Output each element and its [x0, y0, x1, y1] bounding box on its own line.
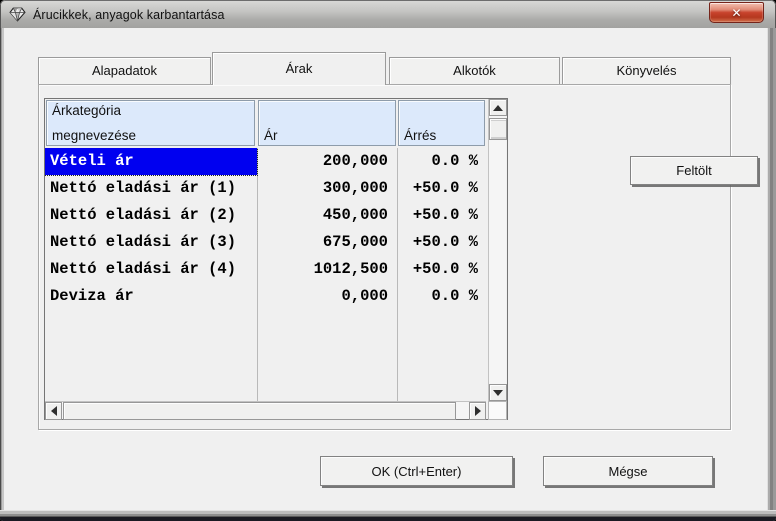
margin-cell[interactable]: 0.0 % — [431, 287, 478, 305]
grid-body: Vételi ár 200,000 0.0 % Nettó eladási ár… — [45, 148, 486, 401]
price-category-cell[interactable]: Nettó eladási ár (2) — [50, 206, 237, 224]
arrow-left-icon — [50, 406, 57, 416]
arrow-down-icon — [493, 389, 503, 396]
scroll-up-button[interactable] — [489, 99, 507, 116]
scroll-left-button[interactable] — [45, 402, 62, 420]
price-cell[interactable]: 200,000 — [322, 152, 388, 170]
table-row[interactable]: Nettó eladási ár (3) 675,000 +50.0 % — [45, 229, 486, 256]
price-category-cell[interactable]: Vételi ár — [45, 148, 258, 176]
price-cell[interactable]: 0,000 — [341, 287, 388, 305]
price-cell[interactable]: 450,000 — [322, 206, 388, 224]
scroll-down-button[interactable] — [489, 384, 507, 401]
price-category-cell[interactable]: Deviza ár — [50, 287, 134, 305]
close-icon: ✕ — [731, 5, 742, 20]
vertical-scrollbar-thumb[interactable] — [489, 118, 507, 140]
column-header-category-line2: megnevezése — [52, 128, 137, 143]
column-header-margin[interactable]: Árrés — [398, 100, 485, 146]
column-separator — [397, 148, 398, 401]
column-header-margin-label: Árrés — [404, 128, 437, 143]
tab-alapadatok[interactable]: Alapadatok — [38, 57, 211, 84]
tab-konyveles[interactable]: Könyvelés — [562, 57, 731, 84]
column-separator — [257, 148, 258, 401]
titlebar[interactable]: Árucikkek, anyagok karbantartása ✕ — [0, 0, 776, 28]
tab-panel-arak: Árkategória megnevezése Ár Árrés Vételi … — [38, 84, 758, 430]
margin-cell[interactable]: +50.0 % — [412, 179, 478, 197]
column-header-price[interactable]: Ár — [258, 100, 396, 146]
window-frame-bottom — [0, 510, 776, 521]
price-category-cell[interactable]: Nettó eladási ár (4) — [50, 260, 237, 278]
table-row[interactable]: Nettó eladási ár (4) 1012,500 +50.0 % — [45, 256, 486, 283]
price-cell[interactable]: 1012,500 — [313, 260, 388, 278]
price-grid: Árkategória megnevezése Ár Árrés Vételi … — [44, 98, 508, 420]
table-row[interactable]: Nettó eladási ár (1) 300,000 +50.0 % — [45, 175, 486, 202]
price-category-cell[interactable]: Nettó eladási ár (3) — [50, 233, 237, 251]
price-cell[interactable]: 300,000 — [322, 179, 388, 197]
scrollbar-corner — [488, 401, 507, 420]
window-frame-right — [767, 28, 776, 521]
arrow-right-icon — [474, 406, 481, 416]
ok-button[interactable]: OK (Ctrl+Enter) — [320, 456, 513, 486]
horizontal-scrollbar[interactable] — [45, 401, 486, 420]
table-row[interactable]: Vételi ár 200,000 0.0 % — [45, 148, 486, 176]
margin-cell[interactable]: +50.0 % — [412, 260, 478, 278]
feltolt-button[interactable]: Feltölt — [630, 156, 758, 185]
scroll-right-button[interactable] — [469, 402, 486, 420]
margin-cell[interactable]: +50.0 % — [412, 233, 478, 251]
horizontal-scrollbar-thumb[interactable] — [63, 402, 456, 420]
column-header-category-line1: Árkategória — [52, 103, 122, 118]
dialog-client-area: Alapadatok Árak Alkotók Könyvelés Árkate… — [4, 28, 767, 510]
vertical-scrollbar[interactable] — [488, 99, 507, 401]
tab-arak[interactable]: Árak — [212, 52, 386, 85]
close-button[interactable]: ✕ — [709, 2, 764, 23]
diamond-app-icon — [9, 6, 26, 23]
table-row[interactable]: Deviza ár 0,000 0.0 % — [45, 283, 486, 310]
column-header-category[interactable]: Árkategória megnevezése — [46, 100, 255, 146]
table-row[interactable]: Nettó eladási ár (2) 450,000 +50.0 % — [45, 202, 486, 229]
tab-alkotok[interactable]: Alkotók — [389, 57, 560, 84]
margin-cell[interactable]: +50.0 % — [412, 206, 478, 224]
window-title: Árucikkek, anyagok karbantartása — [33, 7, 225, 22]
price-category-cell[interactable]: Nettó eladási ár (1) — [50, 179, 237, 197]
margin-cell[interactable]: 0.0 % — [431, 152, 478, 170]
arrow-up-icon — [493, 104, 503, 111]
price-cell[interactable]: 675,000 — [322, 233, 388, 251]
column-header-price-label: Ár — [264, 128, 278, 143]
window-frame-left — [0, 28, 4, 521]
cancel-button[interactable]: Mégse — [543, 456, 713, 486]
